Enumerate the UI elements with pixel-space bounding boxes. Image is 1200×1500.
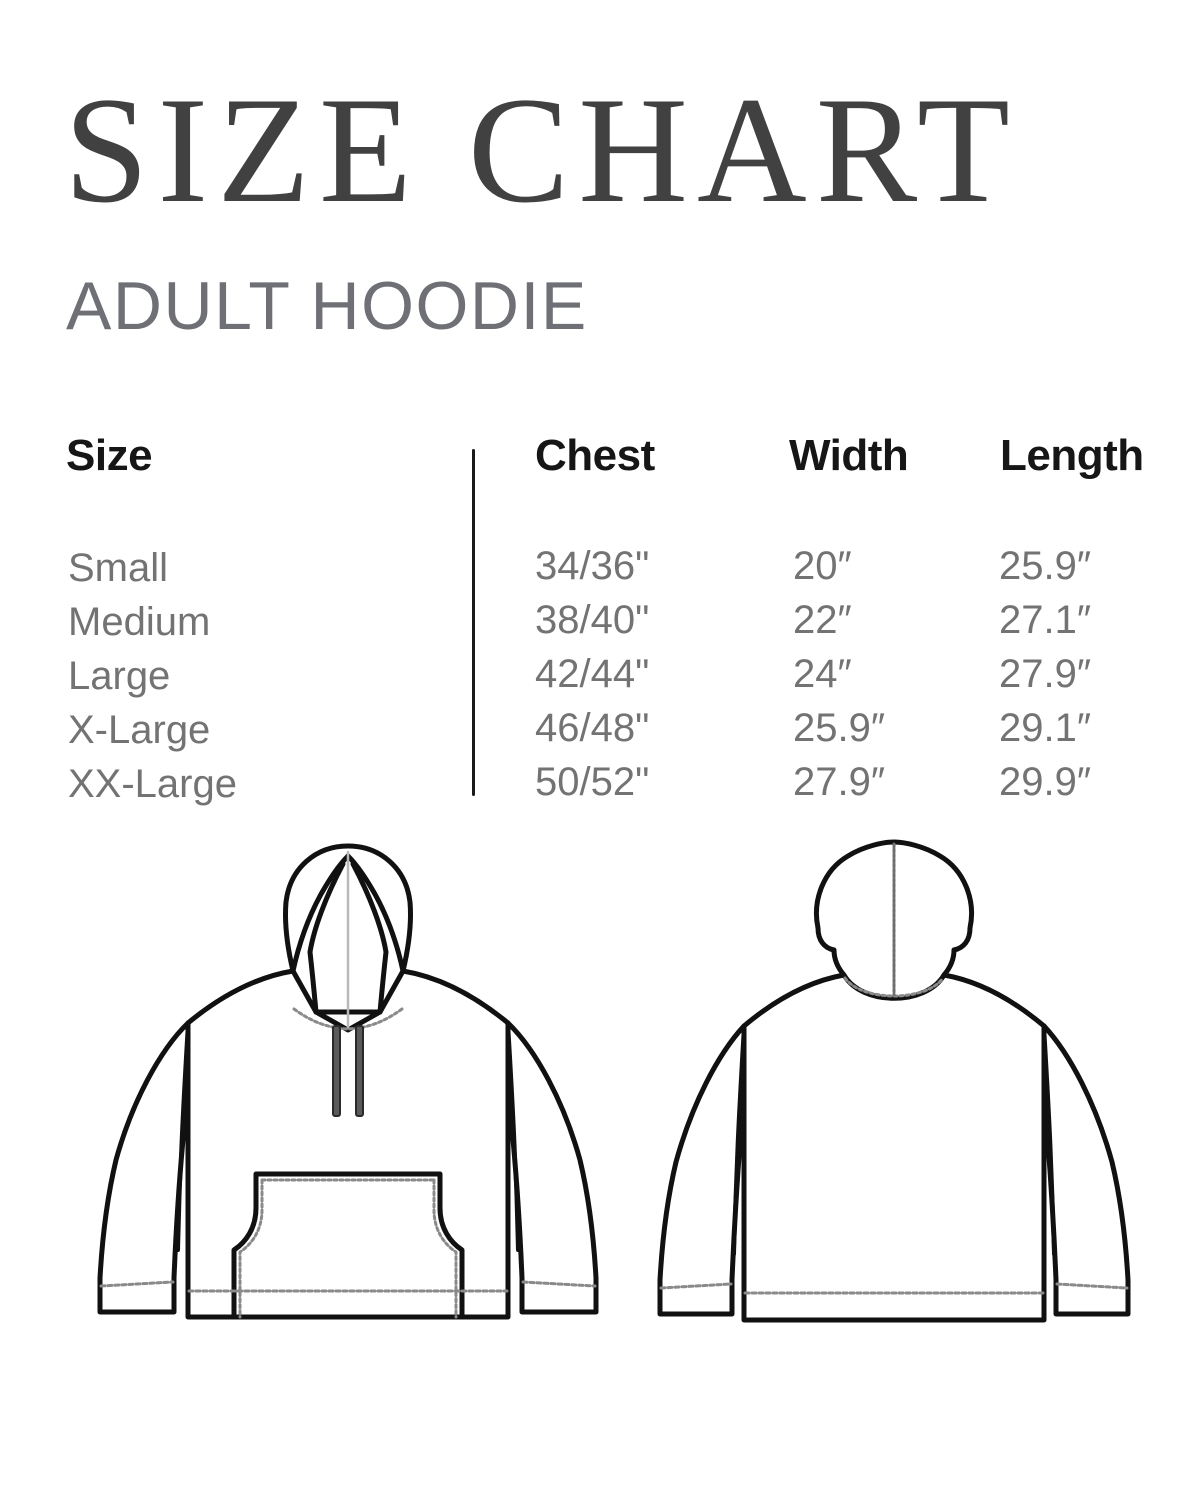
table-row: X-Large <box>68 708 211 752</box>
hoodie-left-side-seam <box>176 1021 190 1252</box>
hoodie-neckline-stitch <box>292 1007 404 1031</box>
hoodie-hood-lining-left-inner <box>307 861 346 1015</box>
hoodie-back-left-sleeve <box>657 1023 747 1317</box>
table-cell-width: 25.9″ <box>793 706 886 750</box>
table-cell-chest: 50/52" <box>535 760 650 804</box>
hoodie-kangaroo-pocket <box>231 1171 465 1320</box>
table-row: Large <box>68 654 171 698</box>
hoodie-drawstrings <box>332 1025 364 1117</box>
hoodie-back-right-side-seam <box>1042 1024 1056 1256</box>
table-cell-width: 22″ <box>793 598 852 642</box>
hoodie-back-body-outline <box>741 972 1047 1323</box>
hoodie-right-sleeve <box>505 1020 599 1315</box>
table-cell-width: 24″ <box>793 652 852 696</box>
column-header-size: Size <box>66 431 153 480</box>
hoodie-illustrations <box>0 830 1200 1500</box>
hoodie-back-hood-outline <box>814 839 974 978</box>
table-column-divider <box>472 449 475 796</box>
hoodie-right-cuff-stitch <box>521 1280 597 1288</box>
hoodie-back-right-sleeve <box>1041 1023 1131 1317</box>
hoodie-hood-outer <box>283 843 413 974</box>
hoodie-back-view <box>648 830 1148 1490</box>
hoodie-left-sleeve <box>97 1020 191 1315</box>
table-cell-chest: 34/36" <box>535 544 650 588</box>
table-cell-length: 27.9″ <box>999 652 1092 696</box>
hoodie-back-illustration <box>657 839 1131 1323</box>
table-row: Small <box>68 546 169 590</box>
table-cell-length: 25.9″ <box>999 544 1092 588</box>
column-header-chest: Chest <box>535 431 655 480</box>
table-row: Medium <box>68 600 211 644</box>
size-chart-table: Size Chest Width Length Small 34/36" 20″… <box>66 431 1144 806</box>
hoodie-back-right-cuff-stitch <box>1055 1282 1129 1290</box>
hoodie-front-view <box>88 830 608 1490</box>
hoodie-pocket-stitch <box>238 1178 458 1319</box>
page-subtitle: ADULT HOODIE <box>66 268 588 344</box>
table-row: XX-Large <box>68 762 237 806</box>
column-header-width: Width <box>789 431 909 480</box>
hoodie-back-left-cuff-stitch <box>659 1282 733 1290</box>
hoodie-right-side-seam <box>506 1021 520 1252</box>
table-cell-length: 29.1″ <box>999 706 1092 750</box>
hoodie-drawstring-right <box>355 1025 364 1117</box>
table-cell-width: 20″ <box>793 544 852 588</box>
column-header-length: Length <box>1000 431 1144 480</box>
hoodie-drawstring-left <box>332 1025 341 1117</box>
table-cell-length: 29.9″ <box>999 760 1092 804</box>
table-cell-length: 27.1″ <box>999 598 1092 642</box>
hoodie-back-left-side-seam <box>732 1024 746 1256</box>
hoodie-front-illustration <box>97 843 599 1320</box>
hoodie-neck-v <box>313 1009 383 1033</box>
table-cell-chest: 42/44" <box>535 652 650 696</box>
table-cell-chest: 46/48" <box>535 706 650 750</box>
table-cell-width: 27.9″ <box>793 760 886 804</box>
hoodie-left-cuff-stitch <box>99 1280 175 1288</box>
table-cell-chest: 38/40" <box>535 598 650 642</box>
hoodie-hood-lining-right-inner <box>350 861 389 1015</box>
page-title: SIZE CHART <box>64 66 1019 234</box>
